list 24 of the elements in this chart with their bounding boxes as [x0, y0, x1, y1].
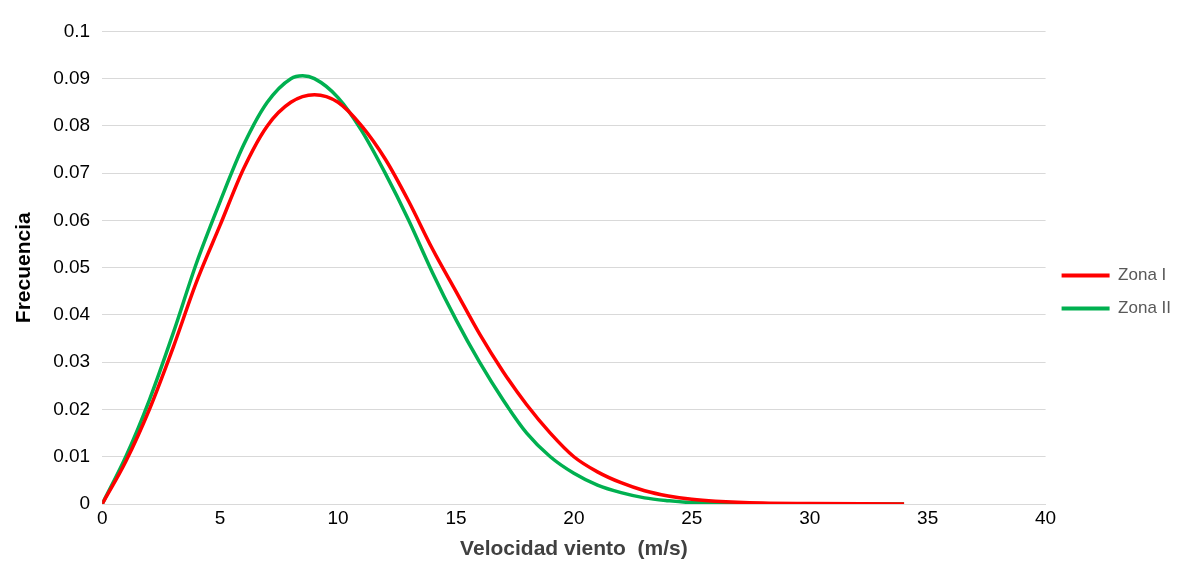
x-tick-label: 0	[96, 506, 108, 528]
x-axis-title: Velocidad viento (m/s)	[460, 536, 688, 560]
x-tick-label: 5	[214, 506, 226, 528]
y-tick-label: 0.01	[53, 444, 91, 466]
y-tick-label: 0.1	[63, 19, 91, 41]
y-tick-label: 0	[79, 492, 91, 514]
y-tick-label: 0.02	[53, 397, 91, 419]
y-tick-label: 0.05	[53, 255, 91, 277]
x-tick-label: 15	[445, 506, 467, 528]
x-tick-label: 25	[681, 506, 703, 528]
legend-label: Zona I	[1118, 265, 1167, 285]
x-tick-label: 40	[1035, 506, 1057, 528]
y-tick-label: 0.09	[53, 66, 91, 88]
y-tick-label: 0.08	[53, 114, 91, 136]
x-tick-label: 20	[563, 506, 585, 528]
x-tick-label: 35	[917, 506, 939, 528]
y-tick-label: 0.07	[53, 161, 91, 183]
x-tick-label: 30	[799, 506, 821, 528]
y-tick-label: 0.03	[53, 350, 91, 372]
y-tick-label: 0.04	[53, 303, 91, 325]
y-axis-title: Frecuencia	[11, 211, 35, 324]
x-tick-label: 10	[327, 506, 349, 528]
legend-label: Zona II	[1118, 298, 1171, 318]
y-tick-label: 0.06	[53, 208, 91, 230]
